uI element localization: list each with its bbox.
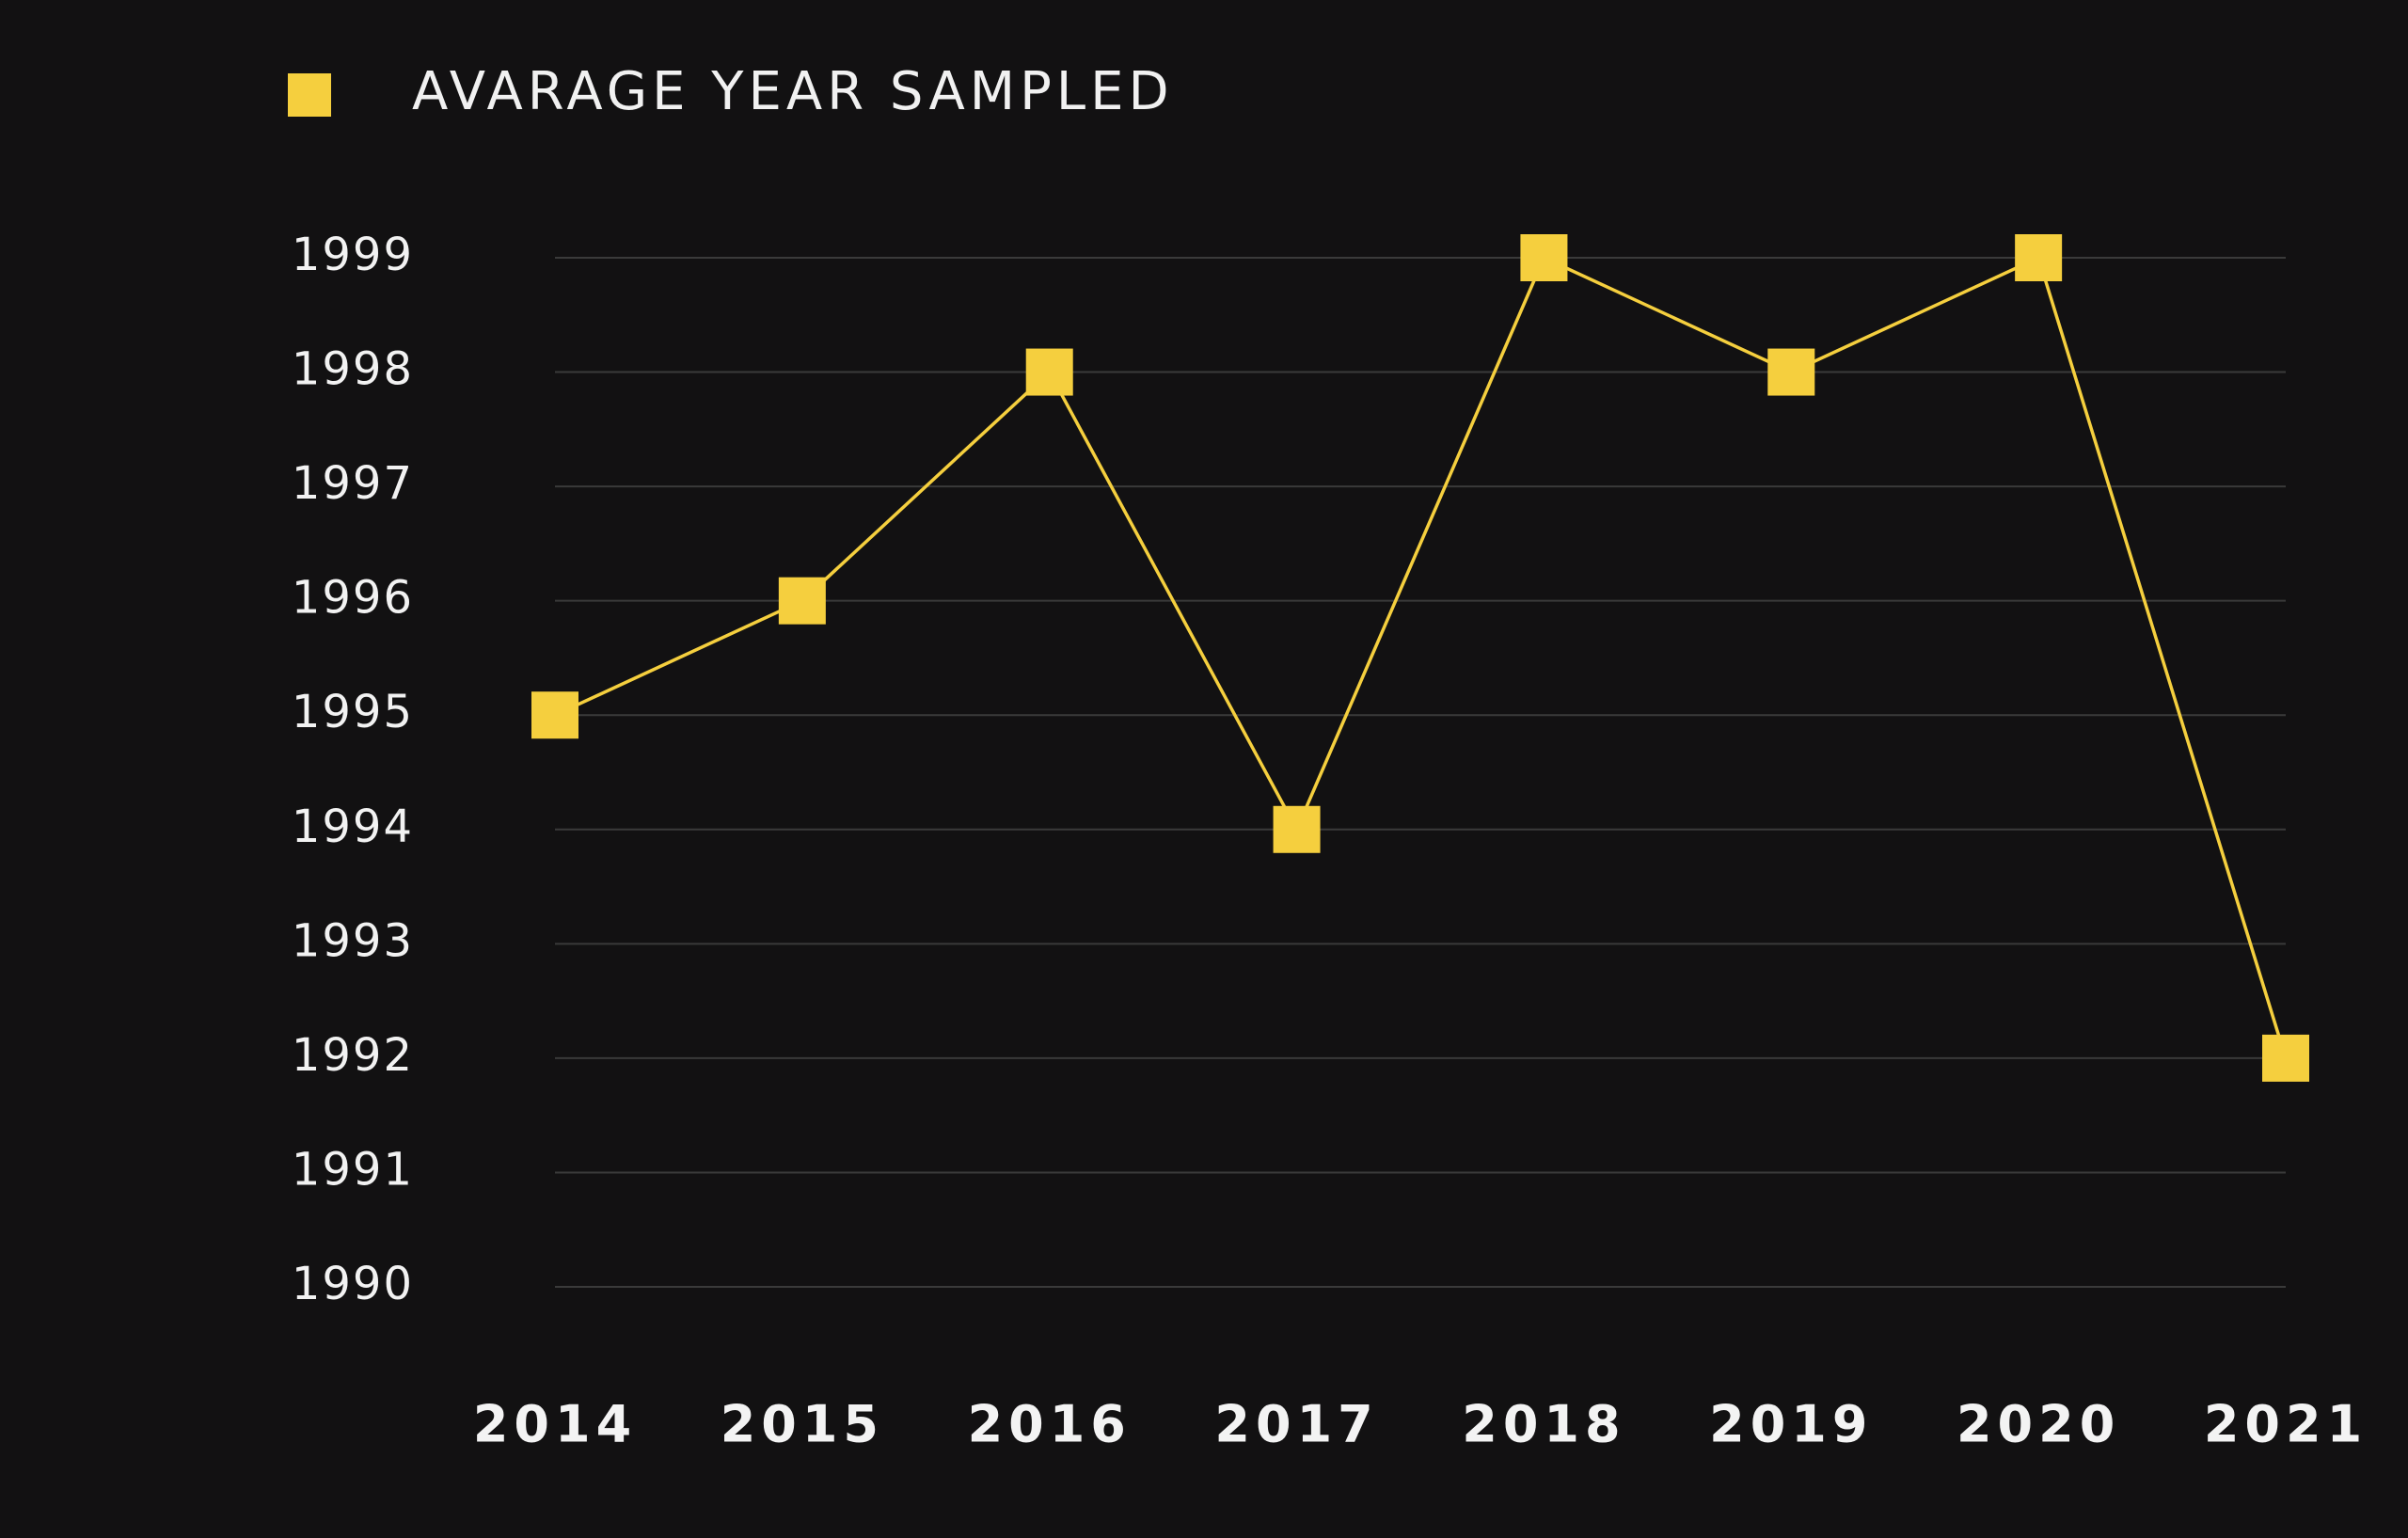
x-tick-label-2016: 2016 [968, 1395, 1132, 1454]
data-series [531, 234, 2309, 1082]
y-tick-label-1992: 1992 [292, 1029, 414, 1082]
y-tick-label-1995: 1995 [292, 686, 414, 738]
x-axis-ticks: 2014 2015 2016 2017 2018 2019 2020 2021 [473, 1395, 2368, 1454]
x-tick-label-2017: 2017 [1214, 1395, 1378, 1454]
data-point-2019 [1767, 348, 1815, 396]
y-tick-label-1994: 1994 [292, 801, 414, 853]
y-tick-label-1999: 1999 [292, 229, 414, 281]
x-tick-label-2018: 2018 [1462, 1395, 1625, 1454]
y-tick-label-1993: 1993 [292, 914, 414, 967]
legend-label: AVARAGE YEAR SAMPLED [412, 61, 1174, 122]
data-point-2018 [1520, 234, 1568, 281]
y-axis-ticks: 1999 1998 1997 1996 1995 1994 1993 1992 1991 1990 [292, 229, 414, 1310]
y-tick-label-1998: 1998 [292, 343, 414, 396]
y-tick-label-1996: 1996 [292, 572, 414, 625]
y-tick-label-1997: 1997 [292, 457, 414, 510]
x-tick-label-2019: 2019 [1709, 1395, 1873, 1454]
x-tick-label-2014: 2014 [473, 1395, 637, 1454]
legend: AVARAGE YEAR SAMPLED [288, 61, 1174, 122]
data-point-2017 [1273, 805, 1321, 853]
data-point-2014 [531, 691, 578, 739]
data-point-2015 [778, 577, 826, 625]
x-tick-label-2021: 2021 [2204, 1395, 2368, 1454]
legend-swatch [288, 73, 331, 117]
gridlines [555, 257, 2286, 1288]
x-tick-label-2020: 2020 [1956, 1395, 2120, 1454]
x-tick-label-2015: 2015 [721, 1395, 884, 1454]
data-point-2020 [2015, 234, 2063, 281]
y-tick-label-1990: 1990 [292, 1258, 414, 1310]
series-line-0 [554, 255, 2288, 1059]
y-tick-label-1991: 1991 [292, 1143, 414, 1196]
data-point-2016 [1025, 348, 1073, 396]
data-point-2021 [2262, 1034, 2309, 1082]
